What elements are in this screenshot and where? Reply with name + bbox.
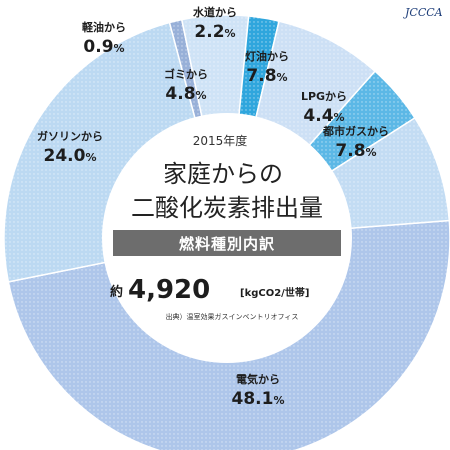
slice-label-light_oil: 軽油から bbox=[82, 20, 126, 34]
source-note: 出典）温室効果ガスインベントリオフィス bbox=[166, 312, 299, 321]
center-title-line1: 家庭からの bbox=[163, 160, 283, 188]
slice-value-unit-electricity: % bbox=[273, 394, 284, 407]
slice-value-number-electricity: 48.1 bbox=[232, 389, 274, 409]
slice-value-gasoline: 24.0% bbox=[44, 146, 97, 166]
total-value: 4,920 bbox=[128, 275, 210, 305]
slice-value-unit-lpg: % bbox=[334, 111, 345, 124]
slice-value-number-city_gas: 7.8 bbox=[335, 141, 365, 161]
jccca-logo: JCCCA bbox=[403, 6, 443, 19]
slice-value-unit-light_oil: % bbox=[114, 42, 125, 55]
slice-value-number-garbage: 4.8 bbox=[165, 84, 195, 104]
center-title-line2: 二酸化炭素排出量 bbox=[131, 194, 323, 222]
center-year: 2015年度 bbox=[193, 133, 248, 148]
slice-labels: 電気から 48.1% ガソリンから 24.0% 軽油から 0.9% ゴミから 4.8% 水道から… bbox=[37, 5, 389, 409]
slice-value-light_oil: 0.9% bbox=[83, 37, 124, 57]
slice-label-gasoline: ガソリンから bbox=[37, 129, 103, 143]
slice-value-electricity: 48.1% bbox=[232, 389, 285, 409]
slice-label-kerosene: 灯油から bbox=[245, 49, 289, 63]
slice-label-city_gas: 都市ガスから bbox=[322, 124, 389, 138]
slice-label-garbage: ゴミから bbox=[164, 67, 208, 81]
slice-value-kerosene: 7.8% bbox=[246, 66, 287, 86]
slice-value-number-gasoline: 24.0 bbox=[44, 146, 86, 166]
slice-label-lpg: LPGから bbox=[301, 90, 347, 103]
slice-value-unit-water: % bbox=[225, 27, 236, 40]
slice-value-lpg: 4.4% bbox=[303, 106, 344, 126]
slice-value-garbage: 4.8% bbox=[165, 84, 206, 104]
subtitle-bar bbox=[113, 230, 341, 256]
slice-label-electricity: 電気から bbox=[236, 372, 280, 386]
slice-value-number-water: 2.2 bbox=[194, 22, 224, 42]
total-unit: [kgCO2/世帯] bbox=[240, 286, 309, 299]
center-subtitle: 燃料種別内訳 bbox=[179, 235, 275, 253]
slice-value-number-lpg: 4.4 bbox=[303, 106, 333, 126]
center-block: 2015年度 家庭からの 二酸化炭素排出量 燃料種別内訳 約 4,920 [kg… bbox=[110, 133, 341, 321]
slice-value-unit-gasoline: % bbox=[85, 151, 96, 164]
total-prefix: 約 bbox=[110, 284, 123, 300]
slice-value-number-kerosene: 7.8 bbox=[246, 66, 276, 86]
slice-value-unit-kerosene: % bbox=[277, 71, 288, 84]
slice-value-water: 2.2% bbox=[194, 22, 235, 42]
slice-label-water: 水道から bbox=[193, 5, 237, 19]
slice-value-unit-garbage: % bbox=[196, 89, 207, 102]
slice-value-number-light_oil: 0.9 bbox=[83, 37, 113, 57]
slice-value-unit-city_gas: % bbox=[366, 146, 377, 159]
slice-value-city_gas: 7.8% bbox=[335, 141, 376, 161]
